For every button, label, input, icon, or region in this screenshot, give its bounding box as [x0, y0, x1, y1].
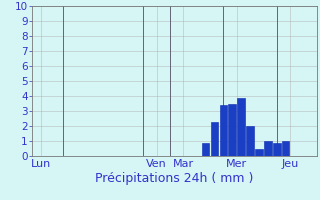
Bar	[211, 121, 218, 156]
X-axis label: Précipitations 24h ( mm ): Précipitations 24h ( mm )	[95, 172, 253, 185]
Bar	[220, 105, 227, 156]
Bar	[246, 126, 254, 156]
Bar	[228, 104, 236, 156]
Bar	[255, 148, 263, 156]
Bar	[264, 141, 272, 156]
Bar	[202, 142, 209, 156]
Bar	[237, 98, 245, 156]
Bar	[282, 141, 289, 156]
Bar	[273, 142, 281, 156]
